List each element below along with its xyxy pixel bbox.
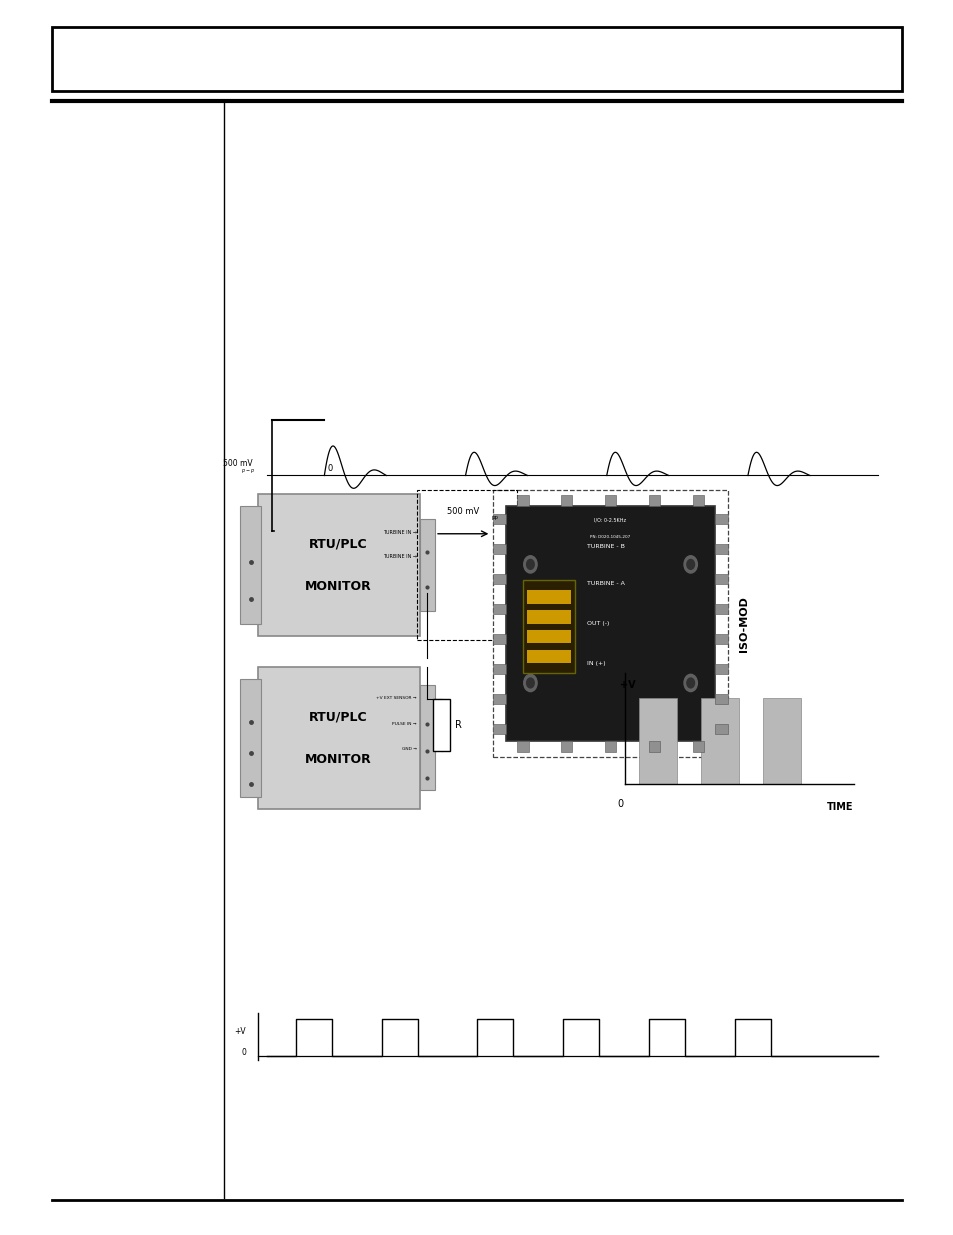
Text: MONITOR: MONITOR — [305, 752, 372, 766]
Circle shape — [683, 556, 697, 573]
Circle shape — [526, 559, 534, 569]
Bar — [526, 590, 571, 604]
Text: 0: 0 — [327, 463, 333, 473]
Text: PN: D020-1045-207: PN: D020-1045-207 — [590, 535, 630, 538]
Text: 0: 0 — [241, 1047, 246, 1057]
Bar — [692, 741, 703, 752]
Bar — [257, 494, 419, 636]
Bar — [604, 741, 616, 752]
Bar — [692, 495, 703, 506]
Text: GND →: GND → — [401, 747, 416, 751]
Bar — [604, 495, 616, 506]
Text: OUT (-): OUT (-) — [586, 621, 608, 626]
Bar — [517, 741, 528, 752]
Text: pp: pp — [492, 515, 498, 520]
Bar — [257, 667, 419, 809]
Bar — [522, 580, 575, 673]
Bar — [493, 694, 505, 704]
Text: PULSE IN →: PULSE IN → — [392, 721, 416, 726]
Bar — [240, 506, 261, 624]
Bar — [526, 610, 571, 624]
Text: RTU/PLC: RTU/PLC — [309, 710, 368, 724]
Bar — [715, 574, 727, 584]
Bar — [715, 543, 727, 553]
Bar — [560, 495, 572, 506]
Bar — [648, 741, 659, 752]
Text: 500 mV: 500 mV — [223, 458, 253, 468]
Text: 0: 0 — [617, 799, 622, 809]
Bar — [493, 543, 505, 553]
Bar — [416, 490, 517, 640]
Circle shape — [523, 556, 537, 573]
Bar — [715, 604, 727, 614]
Text: TIME: TIME — [826, 802, 853, 811]
Bar — [493, 663, 505, 673]
Bar — [715, 724, 727, 734]
Text: TURBINE - A: TURBINE - A — [586, 582, 624, 587]
Bar — [505, 506, 715, 741]
Text: +V EXT SENSOR →: +V EXT SENSOR → — [376, 697, 416, 700]
Circle shape — [686, 559, 694, 569]
Text: R: R — [455, 720, 461, 730]
Bar — [762, 698, 801, 784]
Bar — [493, 490, 727, 757]
Bar — [240, 679, 261, 797]
Bar — [493, 604, 505, 614]
Text: I/O: 0-2.5KHz: I/O: 0-2.5KHz — [594, 517, 626, 522]
Text: RTU/PLC: RTU/PLC — [309, 537, 368, 551]
Text: TURBINE - B: TURBINE - B — [586, 543, 624, 548]
Bar — [715, 514, 727, 524]
Circle shape — [526, 678, 534, 688]
Bar — [493, 574, 505, 584]
Bar — [715, 663, 727, 673]
Bar — [526, 630, 571, 643]
Text: ISO-MOD: ISO-MOD — [739, 595, 748, 652]
Bar — [433, 699, 450, 751]
Bar — [493, 634, 505, 643]
Circle shape — [523, 674, 537, 692]
Circle shape — [686, 678, 694, 688]
Bar — [419, 519, 435, 611]
Bar — [493, 514, 505, 524]
Bar — [715, 694, 727, 704]
Text: 500 mV: 500 mV — [447, 508, 478, 516]
Bar — [517, 495, 528, 506]
Text: TURBINE IN →: TURBINE IN → — [382, 530, 416, 535]
Text: IN (+): IN (+) — [586, 661, 605, 666]
Bar — [700, 698, 739, 784]
Text: MONITOR: MONITOR — [305, 579, 372, 593]
Text: +V: +V — [234, 1028, 246, 1036]
Bar — [715, 634, 727, 643]
Bar — [52, 27, 901, 91]
Bar — [648, 495, 659, 506]
Circle shape — [683, 674, 697, 692]
Bar — [493, 724, 505, 734]
Bar — [560, 741, 572, 752]
Bar — [419, 685, 435, 790]
Text: +V: +V — [619, 680, 635, 690]
Text: $_{p-p}$: $_{p-p}$ — [240, 468, 254, 475]
Bar — [526, 650, 571, 663]
Text: TURBINE IN →: TURBINE IN → — [382, 555, 416, 559]
Bar — [639, 698, 677, 784]
